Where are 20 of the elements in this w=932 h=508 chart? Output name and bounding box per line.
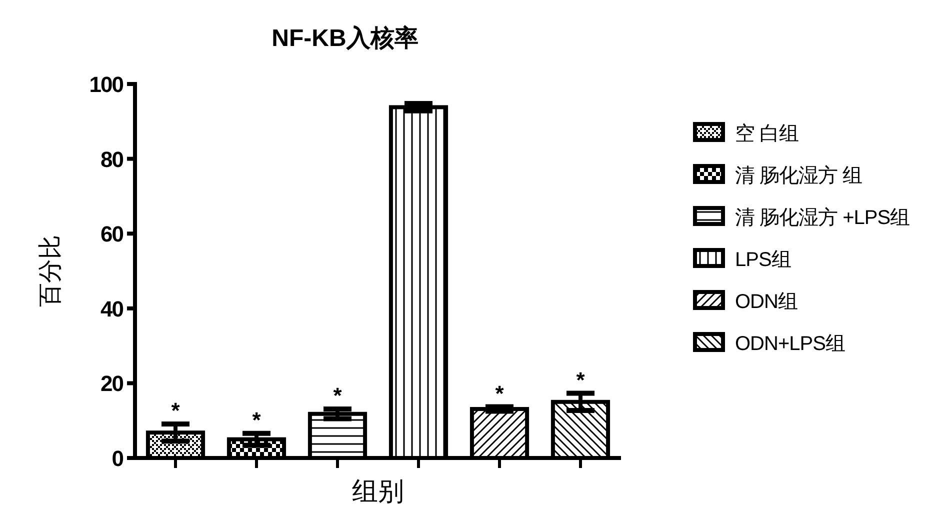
y-tick-label: 60 <box>100 222 124 247</box>
y-tick-label: 0 <box>112 446 124 471</box>
legend-label: LPS组 <box>735 249 792 271</box>
data-label: * <box>333 383 342 408</box>
legend-label: 清 肠化湿方 +LPS组 <box>735 206 910 229</box>
y-tick-label: 40 <box>100 296 124 322</box>
data-label: * <box>252 407 262 432</box>
y-axis-title: 百分比 <box>37 235 64 307</box>
legend-label: 清 肠化湿方 组 <box>735 164 863 187</box>
y-tick-label: 80 <box>100 146 124 172</box>
y-tick-label: 20 <box>100 371 124 396</box>
data-label: * <box>576 367 586 392</box>
y-tick-label: 100 <box>89 72 124 97</box>
legend-label: ODN组 <box>735 291 798 313</box>
legend-label: 空 白组 <box>735 123 800 145</box>
chart-title: NF-KB入核率 <box>272 25 418 52</box>
x-axis-title: 组别 <box>352 476 404 506</box>
data-label: * <box>495 380 504 406</box>
legend-label: ODN+LPS组 <box>735 333 846 355</box>
data-label: * <box>171 398 180 423</box>
